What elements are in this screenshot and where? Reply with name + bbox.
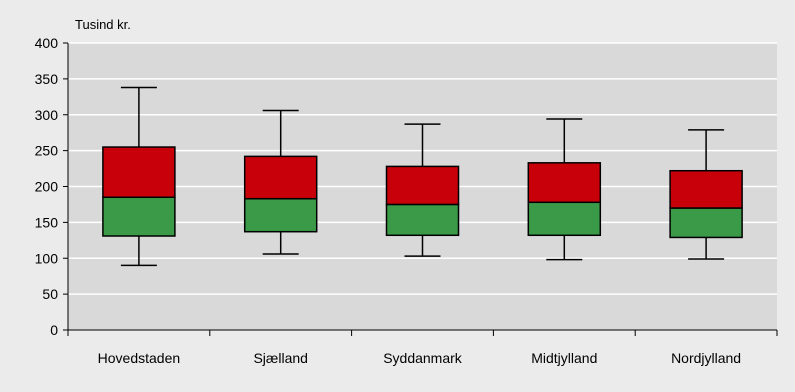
box-lower-q1-median — [243, 197, 318, 233]
y-tick-label: 400 — [35, 35, 59, 51]
box-syddanmark — [385, 123, 460, 257]
y-tick-label: 350 — [35, 71, 59, 87]
box-hovedstaden — [102, 86, 176, 267]
box-upper-median-q3 — [243, 155, 318, 200]
y-tick-label: 250 — [35, 143, 59, 159]
box-sjælland — [243, 109, 318, 255]
box-series — [102, 86, 743, 267]
y-tick-label: 0 — [50, 322, 58, 338]
box-lower-q1-median — [669, 207, 743, 239]
y-tick-label: 100 — [35, 250, 59, 266]
x-category-label: Nordjylland — [671, 350, 741, 366]
box-nordjylland — [669, 129, 743, 260]
box-midtjylland — [527, 118, 602, 261]
y-tick-label: 50 — [42, 286, 58, 302]
box-upper-median-q3 — [385, 165, 460, 206]
y-tick-label: 200 — [35, 179, 59, 195]
box-upper-median-q3 — [527, 162, 602, 204]
y-tick-label: 150 — [35, 214, 59, 230]
x-category-label: Midtjylland — [531, 350, 597, 366]
x-category-label: Hovedstaden — [98, 350, 181, 366]
box-upper-median-q3 — [669, 169, 743, 209]
box-lower-q1-median — [385, 203, 460, 237]
box-lower-q1-median — [527, 201, 602, 237]
y-tick-label: 300 — [35, 107, 59, 123]
box-lower-q1-median — [102, 196, 176, 237]
y-unit-label: Tusind kr. — [75, 17, 131, 32]
x-category-label: Sjælland — [253, 350, 307, 366]
x-category-labels: Hovedstaden Sjælland Syddanmark Midtjylland… — [98, 350, 741, 366]
box-upper-median-q3 — [102, 146, 176, 199]
x-category-label: Syddanmark — [383, 350, 463, 366]
y-tick-labels: 0 50 100 150 200 250 300 350 400 — [35, 35, 68, 338]
